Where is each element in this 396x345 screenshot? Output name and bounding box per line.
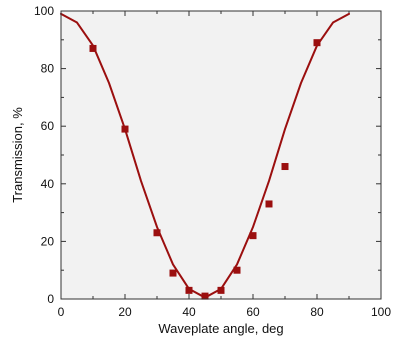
plot-frame bbox=[60, 10, 382, 300]
axis-ticks: 0 20 40 60 80 100 0 20 40 60 80 100 bbox=[34, 4, 391, 319]
x-axis-label: Waveplate angle, deg bbox=[158, 321, 283, 336]
data-point bbox=[249, 232, 257, 240]
data-point bbox=[201, 292, 209, 300]
y-tick-label: 0 bbox=[47, 292, 54, 306]
data-points bbox=[89, 39, 321, 300]
x-tick-label: 60 bbox=[246, 305, 260, 319]
data-point bbox=[217, 286, 225, 294]
data-point bbox=[281, 163, 289, 171]
y-tick-label: 20 bbox=[41, 234, 55, 248]
y-tick-label: 60 bbox=[41, 119, 55, 133]
x-tick-label: 0 bbox=[58, 305, 65, 319]
y-axis-label: Transmission, % bbox=[10, 107, 25, 203]
data-point bbox=[153, 229, 161, 237]
y-tick-label: 40 bbox=[41, 177, 55, 191]
x-tick-label: 80 bbox=[310, 305, 324, 319]
data-point bbox=[185, 286, 193, 294]
plot-area bbox=[61, 11, 381, 299]
data-point bbox=[121, 125, 129, 133]
data-point bbox=[265, 200, 273, 208]
data-point bbox=[233, 266, 241, 274]
x-tick-label: 40 bbox=[182, 305, 196, 319]
data-point bbox=[169, 269, 177, 277]
y-tick-label: 100 bbox=[34, 4, 54, 18]
x-tick-label: 100 bbox=[371, 305, 391, 319]
y-tick-label: 80 bbox=[41, 62, 55, 76]
data-point bbox=[313, 39, 321, 47]
data-point bbox=[89, 44, 97, 52]
x-tick-label: 20 bbox=[118, 305, 132, 319]
